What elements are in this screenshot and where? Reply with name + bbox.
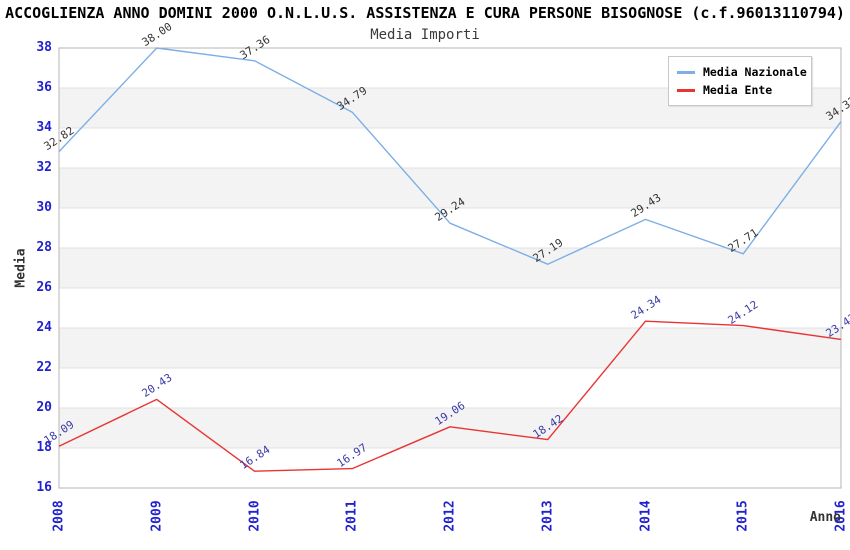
y-tick-label: 24 — [36, 320, 52, 335]
y-tick-label: 30 — [36, 200, 52, 215]
chart-title: ACCOGLIENZA ANNO DOMINI 2000 O.N.L.U.S. … — [5, 4, 845, 22]
data-label: 27.71 — [725, 225, 761, 255]
x-tick-label: 2009 — [149, 500, 165, 532]
y-tick-label: 34 — [36, 120, 52, 135]
legend-label-media-ente: Media Ente — [703, 83, 773, 97]
legend-item-media-nazionale: Media Nazionale — [677, 63, 807, 81]
y-tick-label: 20 — [36, 400, 52, 415]
data-label: 29.43 — [628, 191, 663, 221]
x-tick-label: 2013 — [540, 500, 556, 532]
data-label: 16.97 — [334, 440, 370, 470]
x-tick-label: 2014 — [638, 500, 653, 532]
data-label: 20.43 — [139, 371, 175, 401]
y-axis-title: Media — [13, 248, 29, 288]
x-tick-label: 2010 — [247, 500, 262, 532]
legend-swatch-media-ente-icon — [677, 88, 695, 92]
grid-band — [59, 168, 841, 208]
y-tick-label: 32 — [36, 160, 52, 175]
data-label: 38.00 — [139, 20, 175, 49]
x-tick-label: 2008 — [51, 500, 67, 532]
grid-band — [59, 408, 841, 448]
series-line-1 — [58, 320, 842, 472]
series-line-0 — [58, 47, 842, 265]
data-label: 37.36 — [237, 32, 272, 62]
x-axis-title: Anno — [809, 510, 841, 525]
data-label: 29.24 — [432, 195, 468, 225]
y-tick-label: 28 — [36, 240, 52, 255]
data-label: 34.79 — [334, 84, 370, 114]
y-tick-label: 18 — [36, 440, 52, 455]
data-label: 16.84 — [237, 443, 272, 473]
legend-label-media-nazionale: Media Nazionale — [703, 65, 807, 79]
data-label: 18.09 — [41, 418, 77, 448]
y-tick-label: 36 — [36, 80, 52, 95]
y-tick-label: 26 — [36, 280, 52, 295]
plot-border — [58, 47, 842, 489]
y-tick-label: 16 — [36, 480, 52, 495]
data-label: 23.43 — [823, 311, 850, 341]
x-tick-label: 2012 — [442, 500, 458, 532]
data-label: 19.06 — [432, 398, 468, 428]
grid-band — [59, 328, 841, 368]
y-tick-label: 38 — [36, 40, 52, 55]
data-label: 24.34 — [628, 293, 663, 323]
data-label: 24.12 — [725, 297, 761, 327]
legend-item-media-ente: Media Ente — [677, 81, 803, 99]
data-label: 18.42 — [530, 411, 566, 441]
x-tick-label: 2011 — [344, 500, 360, 532]
data-label: 27.19 — [530, 236, 566, 266]
legend: Media Nazionale Media Ente — [668, 56, 812, 106]
chart-subtitle: Media Importi — [370, 27, 480, 43]
data-label: 34.32 — [823, 93, 850, 123]
legend-swatch-media-nazionale-icon — [677, 70, 695, 74]
y-tick-label: 22 — [36, 360, 52, 375]
x-tick-label: 2015 — [735, 500, 751, 532]
grid-band — [59, 248, 841, 288]
